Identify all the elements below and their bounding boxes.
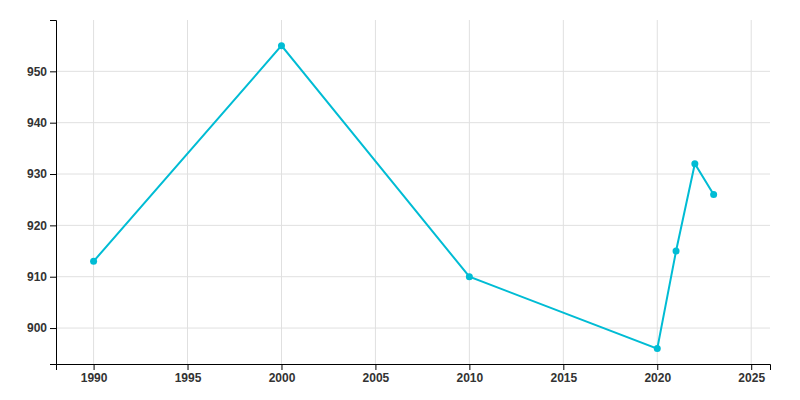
point bbox=[466, 273, 473, 280]
y-tick-mark bbox=[50, 277, 56, 278]
grid-line-y bbox=[56, 276, 770, 277]
point bbox=[90, 258, 97, 265]
y-tick-mark bbox=[50, 328, 56, 329]
x-tick: 2000 bbox=[269, 364, 296, 385]
y-tick-mark bbox=[50, 123, 56, 124]
x-tick-label: 2005 bbox=[363, 371, 390, 385]
grid-line-y bbox=[56, 71, 770, 72]
point bbox=[710, 191, 717, 198]
x-tick: 2010 bbox=[457, 364, 484, 385]
grid-line-y bbox=[56, 225, 770, 226]
y-axis-line bbox=[50, 21, 57, 365]
y-tick-label: 930 bbox=[27, 167, 47, 181]
x-tick-label: 2020 bbox=[644, 371, 671, 385]
chart-container: 1990 1995 2000 2005 2010 2015 2020 2025 900 910 92… bbox=[0, 0, 800, 400]
y-tick: 940 bbox=[27, 116, 56, 130]
y-tick-mark bbox=[50, 225, 56, 226]
line bbox=[94, 46, 714, 349]
y-axis: 900 910 920 930 940 950 bbox=[27, 21, 57, 365]
y-tick-label: 900 bbox=[27, 321, 47, 335]
grid-line-y bbox=[56, 174, 770, 175]
series bbox=[90, 42, 717, 352]
point bbox=[673, 248, 680, 255]
x-tick: 2015 bbox=[550, 364, 577, 385]
x-tick-mark bbox=[469, 364, 470, 370]
y-tick-label: 940 bbox=[27, 116, 47, 130]
x-tick: 1995 bbox=[175, 364, 202, 385]
point bbox=[278, 42, 285, 49]
y-tick-label: 910 bbox=[27, 270, 47, 284]
grid-line-y bbox=[56, 122, 770, 123]
plot-area: 1990 1995 2000 2005 2010 2015 2020 2025 900 910 92… bbox=[27, 20, 771, 385]
y-tick-label: 920 bbox=[27, 219, 47, 233]
point bbox=[654, 345, 661, 352]
y-tick-mark bbox=[50, 174, 56, 175]
grid-line-y bbox=[56, 328, 770, 329]
x-tick-mark bbox=[188, 364, 189, 370]
x-tick: 1990 bbox=[81, 364, 108, 385]
x-tick: 2025 bbox=[738, 364, 765, 385]
x-tick-mark bbox=[94, 364, 95, 370]
x-tick: 2005 bbox=[363, 364, 390, 385]
x-tick-label: 1990 bbox=[81, 371, 108, 385]
x-tick-mark bbox=[563, 364, 564, 370]
y-tick: 920 bbox=[27, 219, 56, 233]
x-tick-mark bbox=[751, 364, 752, 370]
x-tick: 2020 bbox=[644, 364, 671, 385]
x-tick-mark bbox=[657, 364, 658, 370]
x-tick-label: 1995 bbox=[175, 371, 202, 385]
x-tick-label: 2010 bbox=[457, 371, 484, 385]
x-tick-label: 2015 bbox=[550, 371, 577, 385]
y-tick: 910 bbox=[27, 270, 56, 284]
x-tick-label: 2000 bbox=[269, 371, 296, 385]
x-tick-label: 2025 bbox=[738, 371, 765, 385]
y-tick-label: 950 bbox=[27, 65, 47, 79]
x-tick-mark bbox=[375, 364, 376, 370]
y-tick: 930 bbox=[27, 167, 56, 181]
y-tick: 900 bbox=[27, 321, 56, 335]
y-tick-mark bbox=[50, 71, 56, 72]
x-axis: 1990 1995 2000 2005 2010 2015 2020 2025 bbox=[57, 364, 771, 385]
point bbox=[691, 160, 698, 167]
grid bbox=[56, 20, 770, 364]
x-tick-mark bbox=[281, 364, 282, 370]
x-axis-line bbox=[57, 365, 771, 371]
chart-svg: 1990 1995 2000 2005 2010 2015 2020 2025 900 910 92… bbox=[0, 0, 800, 400]
y-tick: 950 bbox=[27, 65, 56, 79]
